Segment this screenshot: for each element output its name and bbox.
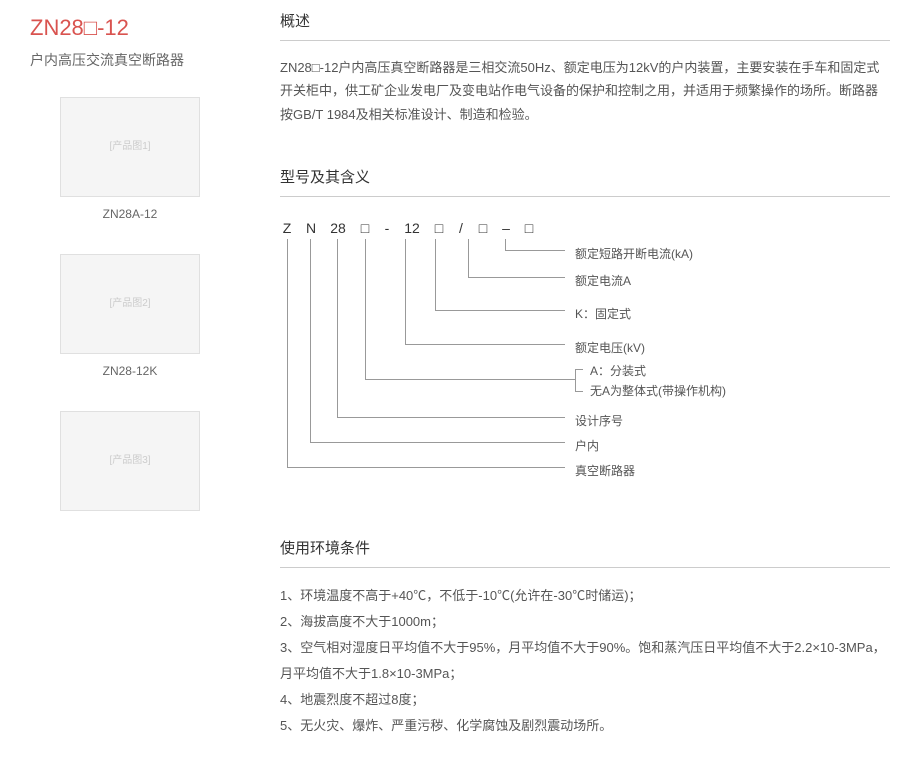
vline [365, 239, 366, 379]
product-image-1: [产品图1] [60, 97, 200, 197]
hline [337, 417, 565, 418]
code-slash: / [456, 217, 466, 239]
model-label: 额定电流A [575, 272, 631, 291]
bracket [565, 379, 575, 380]
vline [468, 239, 469, 277]
code-box3: □ [476, 217, 490, 239]
vline [337, 239, 338, 417]
code-box2: □ [432, 217, 446, 239]
image-placeholder: [产品图3] [109, 453, 150, 469]
code-dash2: – [500, 217, 512, 239]
image-caption-1: ZN28A-12 [30, 205, 230, 224]
product-code: ZN28□-12 [30, 10, 230, 45]
env-title: 使用环境条件 [280, 537, 890, 568]
model-label: 无A为整体式(带操作机构) [590, 382, 726, 401]
model-label: 额定短路开断电流(kA) [575, 245, 693, 264]
product-image-3: [产品图3] [60, 411, 200, 511]
image-caption-2: ZN28-12K [30, 362, 230, 381]
hline [310, 442, 565, 443]
model-label: K：固定式 [575, 305, 631, 324]
model-label: 真空断路器 [575, 462, 635, 481]
hline [468, 277, 565, 278]
vline [287, 239, 288, 467]
model-section: 型号及其含义 Z N 28 □ - 12 □ / □ – □ [280, 166, 890, 487]
overview-text: ZN28□-12户内高压真空断路器是三相交流50Hz、额定电压为12kV的户内装… [280, 56, 890, 126]
env-item: 4、地震烈度不超过8度； [280, 687, 890, 713]
vline [405, 239, 406, 344]
left-column: ZN28□-12 户内高压交流真空断路器 [产品图1] ZN28A-12 [产品… [30, 10, 230, 739]
hline [405, 344, 565, 345]
env-item: 3、空气相对湿度日平均值不大于95%，月平均值不大于90%。饱和蒸汽压日平均值不… [280, 635, 890, 687]
env-list: 1、环境温度不高于+40℃，不低于-10℃(允许在-30℃时储运)； 2、海拔高… [280, 583, 890, 739]
model-title: 型号及其含义 [280, 166, 890, 197]
code-box1: □ [358, 217, 372, 239]
model-label: 设计序号 [575, 412, 623, 431]
overview-title: 概述 [280, 10, 890, 41]
bracket [575, 391, 583, 392]
model-label: A：分装式 [590, 362, 646, 381]
code-28: 28 [328, 217, 348, 239]
model-label: 户内 [575, 437, 599, 456]
model-diagram: Z N 28 □ - 12 □ / □ – □ [280, 217, 890, 487]
image-placeholder: [产品图1] [109, 139, 150, 155]
env-item: 2、海拔高度不大于1000m； [280, 609, 890, 635]
code-z: Z [280, 217, 294, 239]
code-12: 12 [402, 217, 422, 239]
code-n: N [304, 217, 318, 239]
product-image-2: [产品图2] [60, 254, 200, 354]
vline [310, 239, 311, 442]
model-label: 额定电压(kV) [575, 339, 645, 358]
hline [435, 310, 565, 311]
env-item: 1、环境温度不高于+40℃，不低于-10℃(允许在-30℃时储运)； [280, 583, 890, 609]
vline [505, 239, 506, 250]
right-column: 概述 ZN28□-12户内高压真空断路器是三相交流50Hz、额定电压为12kV的… [280, 10, 890, 739]
hline [365, 379, 565, 380]
bracket [575, 369, 583, 370]
env-item: 5、无火灾、爆炸、严重污秽、化学腐蚀及剧烈震动场所。 [280, 713, 890, 739]
product-name: 户内高压交流真空断路器 [30, 49, 230, 71]
bracket [575, 369, 576, 391]
image-placeholder: [产品图2] [109, 296, 150, 312]
hline [505, 250, 565, 251]
code-box4: □ [522, 217, 536, 239]
hline [287, 467, 565, 468]
vline [435, 239, 436, 310]
model-codes: Z N 28 □ - 12 □ / □ – □ [280, 217, 536, 239]
code-dash: - [382, 217, 392, 239]
